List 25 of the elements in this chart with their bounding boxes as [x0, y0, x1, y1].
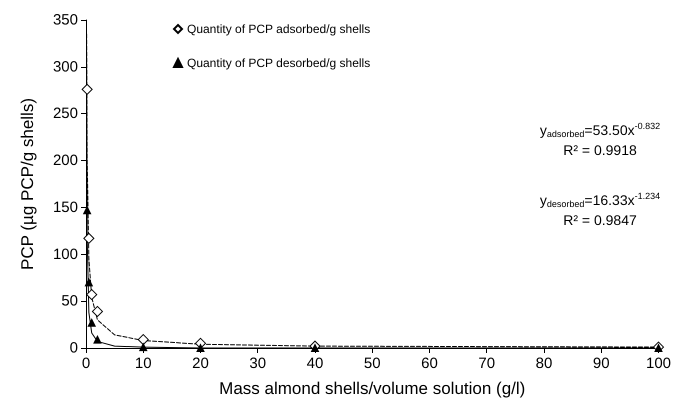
annotation: R² = 0.9847 — [563, 212, 637, 228]
x-tick-label: 100 — [646, 355, 671, 372]
legend-label: Quantity of PCP desorbed/g shells — [187, 56, 370, 70]
y-tick-label: 200 — [52, 152, 78, 170]
x-axis-title: Mass almond shells/volume solution (g/l) — [219, 379, 526, 398]
y-tick-label: 100 — [52, 246, 78, 263]
annotation: R² = 0.9918 — [563, 142, 637, 158]
x-tick-label: 0 — [82, 355, 90, 372]
y-tick-label: 0 — [70, 340, 78, 356]
y-axis-title: PCP (µg PCP/g shells) — [18, 98, 37, 270]
y-tick-label: 250 — [52, 105, 78, 122]
x-tick-label: 50 — [364, 355, 381, 372]
x-tick-label: 90 — [592, 355, 610, 372]
y-tick-label: 150 — [52, 198, 78, 216]
x-tick-label: 60 — [421, 355, 438, 372]
y-tick-label: 300 — [52, 58, 78, 76]
x-tick-label: 20 — [192, 355, 209, 372]
x-tick-label: 70 — [478, 355, 496, 372]
y-tick-label: 50 — [61, 292, 78, 310]
x-tick-label: 30 — [249, 355, 266, 372]
x-tick-label: 10 — [134, 355, 152, 372]
y-tick-label: 350 — [52, 12, 78, 28]
legend-label: Quantity of PCP adsorbed/g shells — [187, 22, 370, 36]
x-tick-label: 80 — [536, 355, 552, 372]
x-tick-label: 40 — [306, 355, 324, 372]
